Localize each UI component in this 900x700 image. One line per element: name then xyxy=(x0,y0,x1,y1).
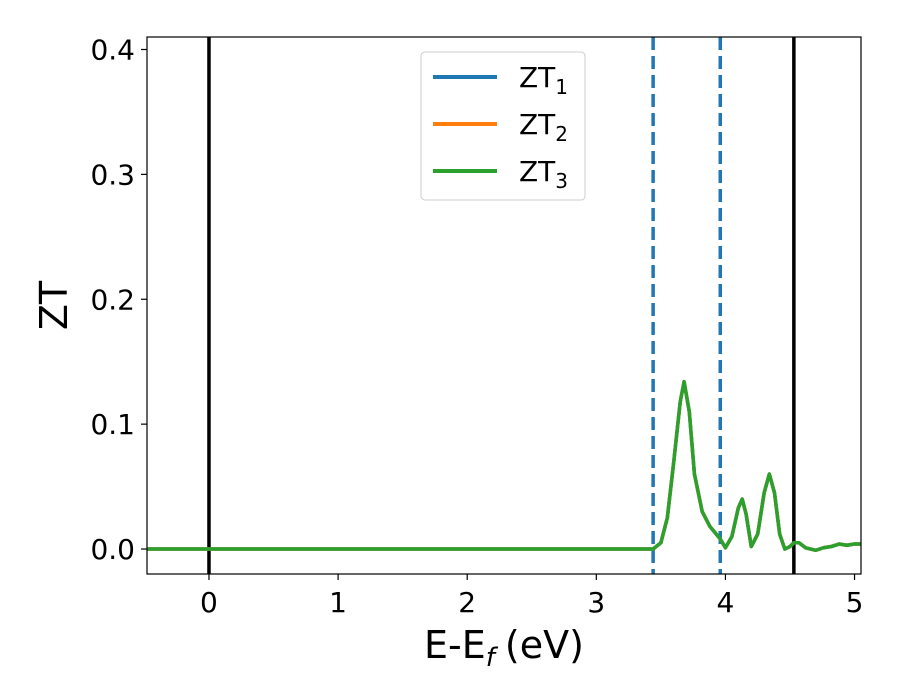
x-tick-label: 2 xyxy=(458,586,476,619)
x-axis-label-unit: (eV) xyxy=(505,623,584,667)
legend-label-2: ZT2 xyxy=(519,108,568,146)
axis-ticks: 0 1 2 3 4 5 0.0 0.1 0.2 0.3 0.4 xyxy=(90,33,863,619)
plot-frame xyxy=(146,36,862,575)
series-line-zt2 xyxy=(147,379,861,553)
legend: ZT1 ZT2 ZT3 xyxy=(420,51,586,201)
plot-area xyxy=(147,37,861,574)
legend-box xyxy=(420,51,586,201)
x-axis-label-base: E-E xyxy=(424,623,486,667)
y-tick-label: 0.1 xyxy=(90,408,135,441)
x-tick-label: 3 xyxy=(587,586,605,619)
x-tick-label: 5 xyxy=(846,586,864,619)
legend-label-1: ZT1 xyxy=(519,61,568,99)
y-tick-label: 0.4 xyxy=(90,33,135,66)
series-line-zt1 xyxy=(147,379,861,553)
x-tick-label: 0 xyxy=(200,586,218,619)
y-tick-label: 0.0 xyxy=(90,533,135,566)
y-axis-label: ZT xyxy=(32,280,76,330)
x-tick-label: 4 xyxy=(717,586,735,619)
y-tick-label: 0.3 xyxy=(90,158,135,191)
legend-label-3: ZT3 xyxy=(519,155,568,193)
x-axis-label-subscript: f xyxy=(486,643,499,673)
x-tick-label: 1 xyxy=(329,586,347,619)
series-line-zt3 xyxy=(147,379,861,553)
plot-content xyxy=(147,37,861,574)
y-tick-label: 0.2 xyxy=(90,283,135,316)
x-axis-label: E-Ef (eV) xyxy=(424,623,584,673)
